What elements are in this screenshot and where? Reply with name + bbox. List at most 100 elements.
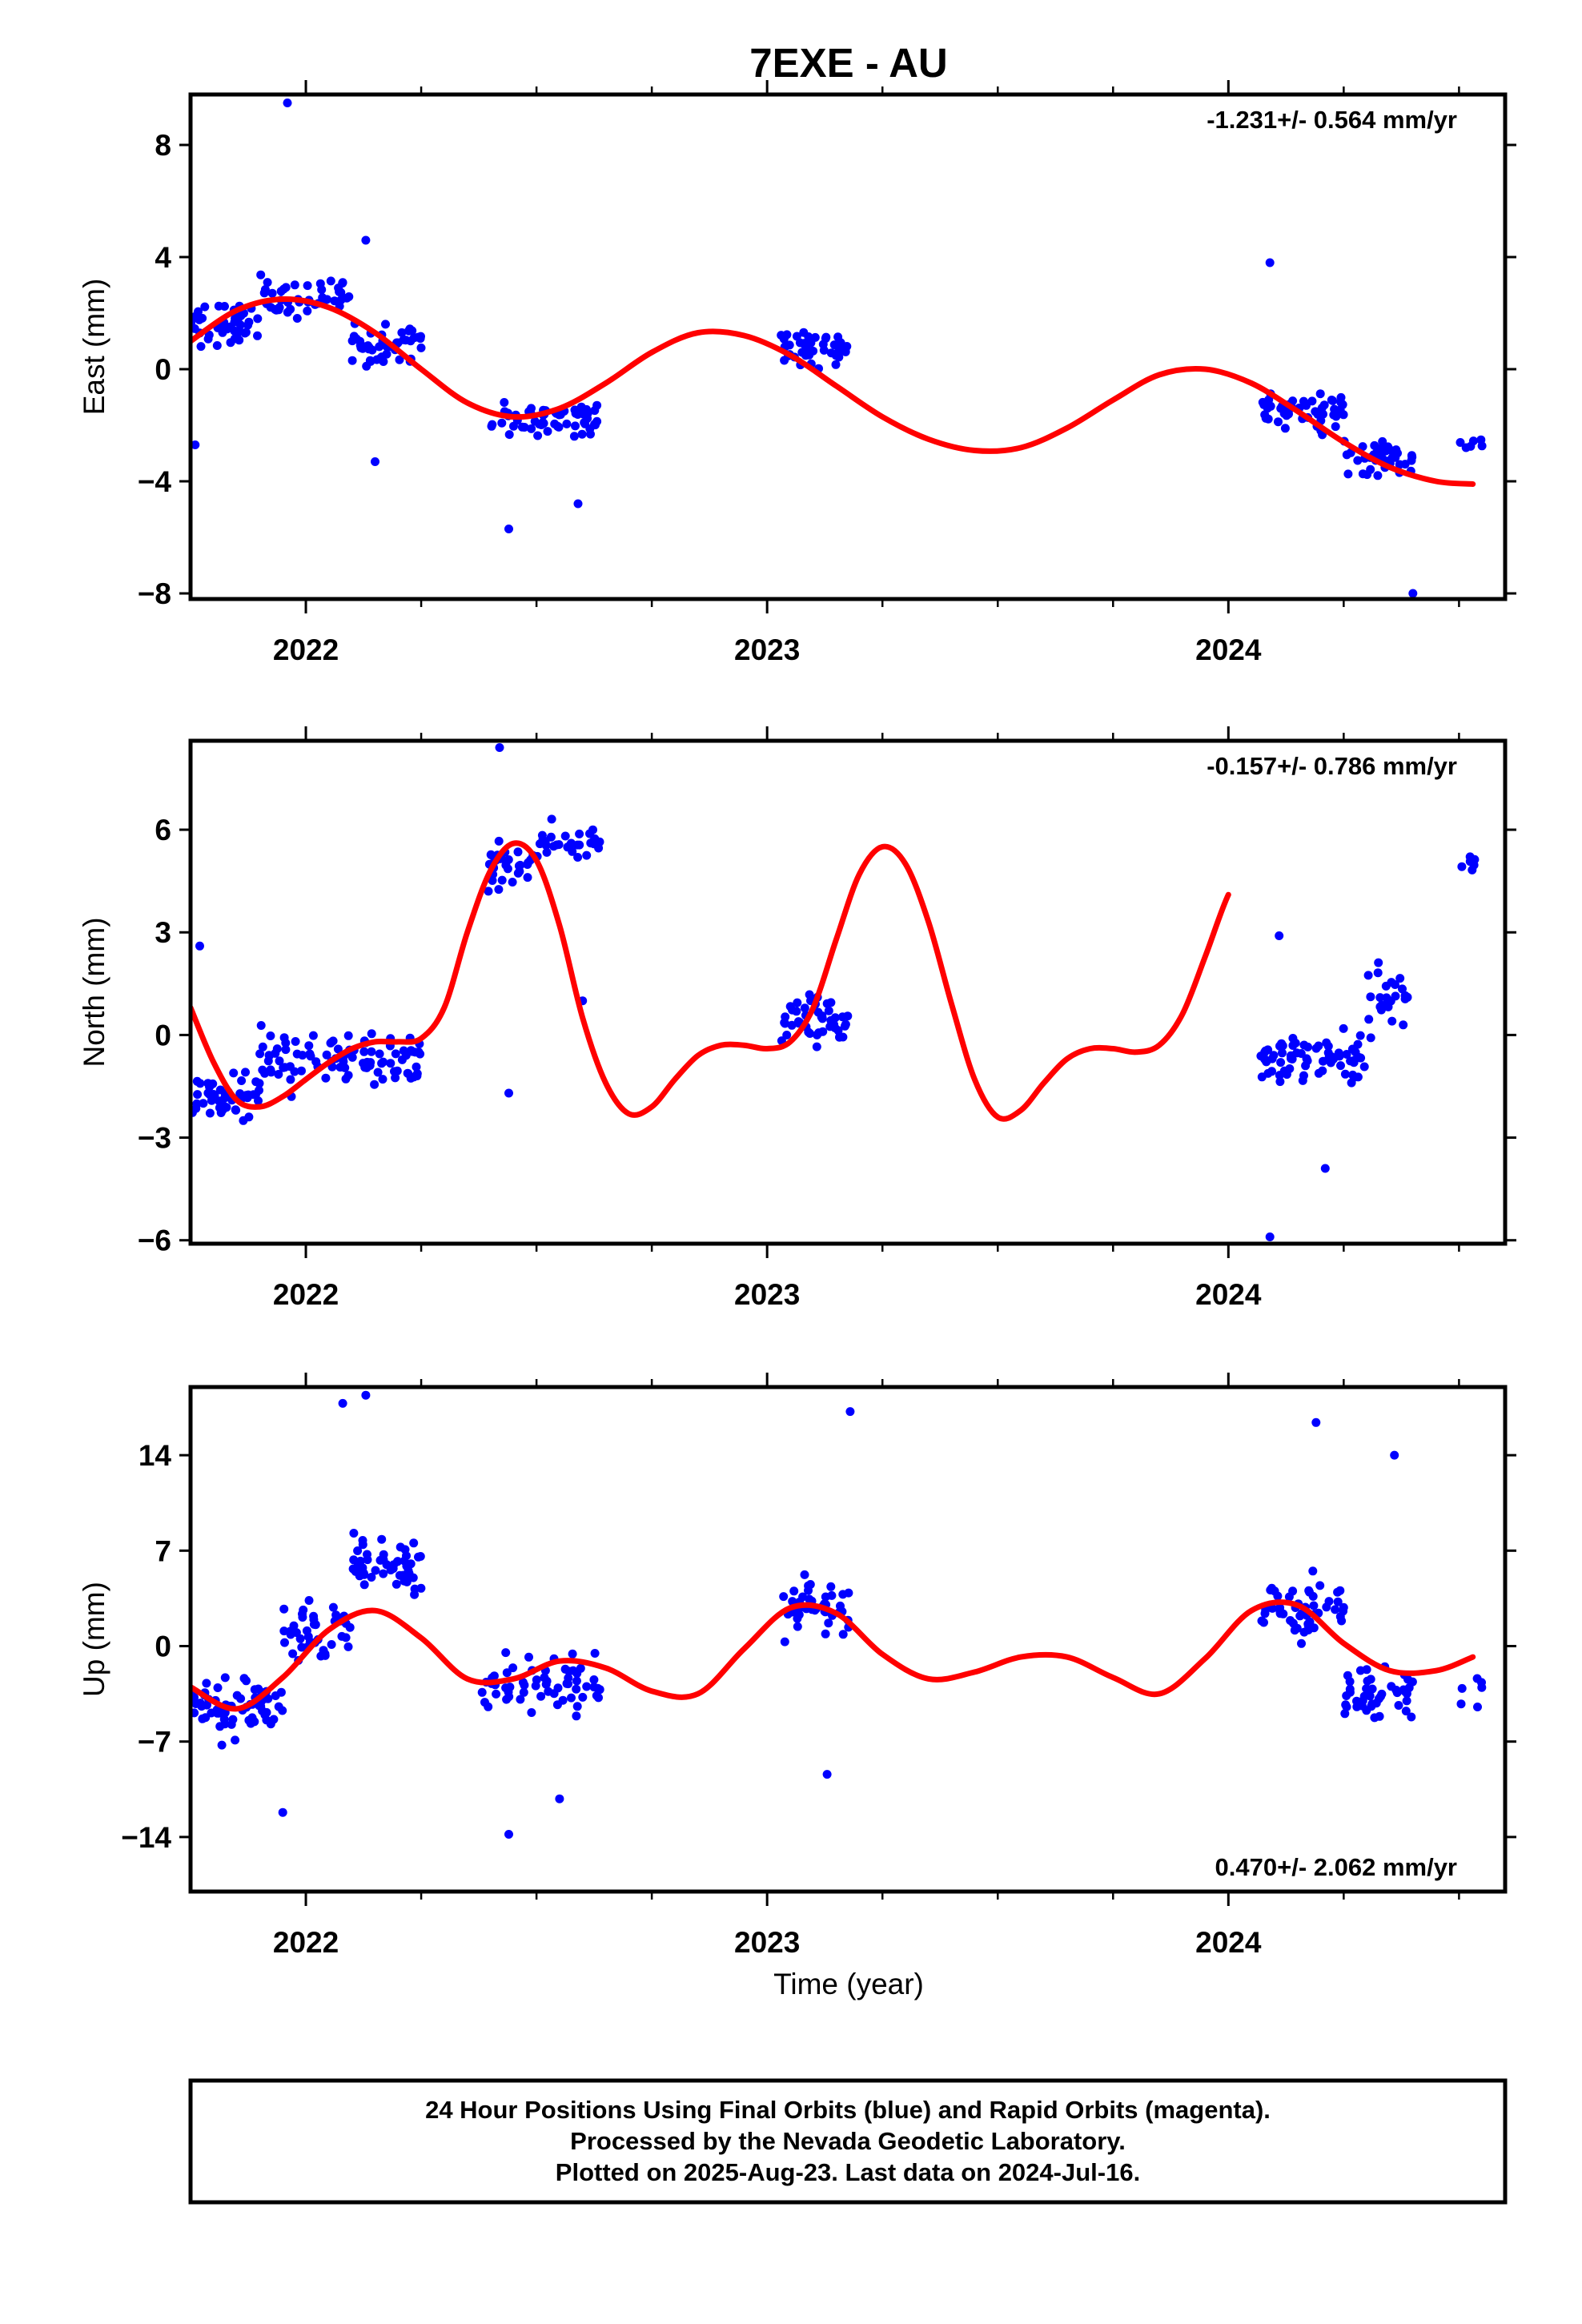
data-point — [274, 1070, 283, 1079]
data-point — [508, 878, 517, 887]
data-point — [281, 1045, 291, 1055]
data-point — [590, 1649, 600, 1658]
data-point — [531, 1681, 540, 1691]
data-point — [1279, 1609, 1288, 1618]
data-point — [1395, 974, 1405, 983]
data-point — [1374, 958, 1383, 967]
y-tick-label: 7 — [155, 1534, 171, 1567]
data-point — [360, 342, 369, 352]
data-point — [1359, 1062, 1369, 1072]
data-point — [505, 1683, 515, 1692]
data-point — [365, 356, 375, 365]
data-point — [213, 1708, 223, 1718]
data-point — [391, 1579, 401, 1589]
data-point — [781, 341, 790, 351]
data-point — [1408, 589, 1418, 598]
data-point — [809, 346, 818, 356]
data-point — [1314, 1041, 1323, 1051]
data-point — [289, 1621, 299, 1630]
data-point — [404, 326, 413, 336]
data-point — [785, 1002, 795, 1011]
data-point — [1323, 1048, 1333, 1058]
data-point — [780, 356, 789, 365]
x-tick-label: 2024 — [1195, 633, 1262, 666]
data-point — [204, 330, 214, 340]
data-point — [193, 1090, 203, 1100]
data-point — [571, 421, 580, 431]
data-point — [1391, 991, 1400, 1001]
up-model-curve — [191, 1599, 1476, 1712]
data-point — [326, 276, 335, 286]
chart-title: 7EXE - AU — [749, 40, 948, 86]
data-point — [1363, 971, 1373, 980]
x-tick-label: 2022 — [273, 1278, 339, 1311]
data-point — [214, 301, 223, 311]
y-tick-label: −3 — [138, 1122, 171, 1155]
data-point — [205, 1108, 215, 1118]
data-point — [288, 1649, 298, 1659]
data-point — [1403, 1675, 1412, 1684]
data-point — [279, 1626, 289, 1636]
data-point — [367, 1029, 376, 1039]
data-point — [255, 1701, 264, 1711]
data-point — [542, 1676, 552, 1686]
y-axis-label: East (mm) — [78, 279, 110, 416]
data-point — [402, 1574, 411, 1582]
data-point — [1343, 469, 1353, 479]
data-point — [504, 1830, 513, 1839]
data-point — [389, 1560, 399, 1570]
data-point — [215, 1103, 224, 1112]
data-point — [520, 1680, 529, 1690]
data-point — [575, 840, 584, 850]
data-point — [800, 1003, 809, 1013]
data-point — [1269, 1051, 1279, 1060]
data-point — [1276, 1058, 1286, 1068]
data-point — [377, 1534, 387, 1544]
data-point — [787, 1020, 797, 1030]
data-point — [1376, 1005, 1386, 1015]
data-point — [1295, 1611, 1305, 1621]
data-point — [375, 342, 384, 352]
data-point — [562, 419, 572, 428]
data-point — [361, 1390, 371, 1400]
data-point — [568, 1666, 578, 1675]
data-point — [196, 342, 206, 352]
data-point — [243, 320, 253, 330]
data-point — [379, 1569, 388, 1578]
data-point — [255, 1049, 265, 1059]
data-point — [575, 829, 584, 838]
data-point — [836, 1601, 845, 1610]
data-point — [1468, 865, 1477, 875]
data-point — [192, 1076, 202, 1086]
data-point — [321, 1073, 331, 1083]
data-point — [341, 1074, 351, 1084]
data-point — [826, 1015, 836, 1025]
data-point — [395, 355, 404, 364]
data-point — [1401, 1707, 1411, 1716]
data-point — [826, 1582, 836, 1591]
data-point — [219, 1715, 229, 1724]
data-point — [1322, 1038, 1331, 1047]
data-point — [821, 1629, 830, 1638]
rate-label: -0.157+/- 0.786 mm/yr — [1207, 752, 1457, 780]
data-point — [513, 847, 523, 857]
data-point — [477, 1687, 487, 1697]
data-point — [375, 353, 385, 363]
data-point — [562, 1679, 572, 1688]
data-point — [1273, 1591, 1283, 1601]
data-point — [1256, 1051, 1266, 1061]
data-point — [804, 1027, 813, 1037]
data-point — [409, 1538, 419, 1548]
x-tick-label: 2023 — [734, 633, 800, 666]
data-point — [523, 860, 532, 869]
data-point — [1339, 1023, 1348, 1033]
data-point — [793, 998, 802, 1007]
data-point — [1279, 1066, 1289, 1076]
data-point — [1304, 1586, 1314, 1595]
data-point — [1267, 1603, 1277, 1613]
data-point — [492, 1689, 501, 1699]
data-point — [1348, 1070, 1358, 1080]
data-point — [590, 420, 599, 429]
data-point — [319, 1646, 328, 1655]
data-point — [813, 1030, 821, 1039]
